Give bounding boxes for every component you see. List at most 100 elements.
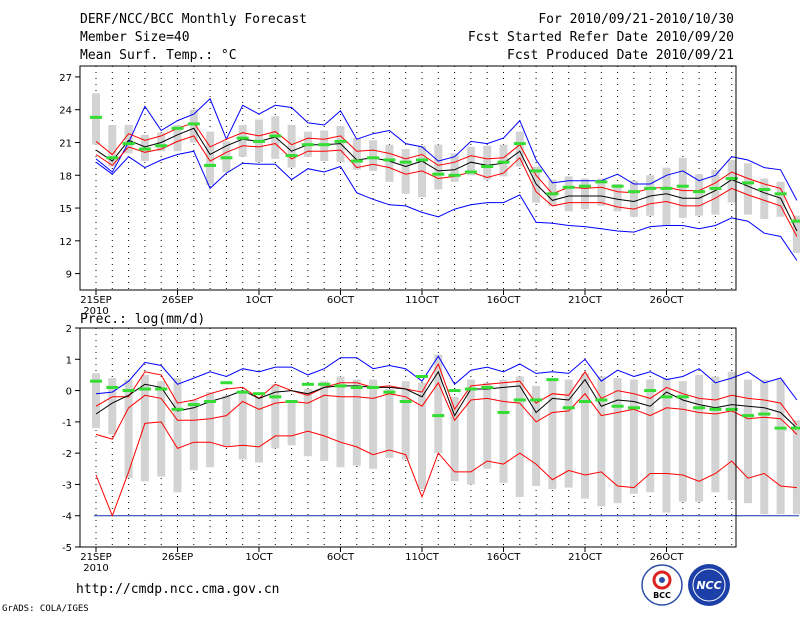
spread-bar (548, 379, 557, 490)
y-tick-label: 27 (59, 73, 72, 84)
spread-bar (678, 157, 687, 218)
spread-bar (597, 178, 606, 206)
plot-frame (79, 327, 737, 548)
x-tick-label: 21OCT (568, 552, 603, 563)
spread-bar (564, 176, 573, 212)
mark-observed (611, 184, 624, 188)
mark-observed (253, 392, 265, 396)
mark-observed (481, 165, 494, 169)
spread-bar (483, 382, 492, 469)
spread-bar (450, 396, 459, 482)
spread-bar (662, 167, 671, 226)
spread-bar (792, 420, 800, 515)
spread-bar (629, 379, 638, 494)
refer-date: Fcst Started Refer Date 2010/09/20 (467, 30, 734, 45)
series-mean (95, 127, 798, 232)
mark-observed (204, 400, 217, 404)
mark-observed (693, 406, 706, 410)
mark-observed (367, 156, 380, 160)
mark-observed (562, 185, 575, 189)
mark-observed (399, 400, 412, 404)
mark-observed (513, 142, 526, 146)
spread-bar (287, 403, 296, 446)
y-tick-label: 9 (66, 270, 72, 281)
spread-bar (401, 381, 410, 460)
mark-observed (204, 163, 217, 167)
mark-observed (742, 414, 754, 418)
spread-bar (597, 376, 606, 507)
spread-bar (776, 379, 785, 515)
website-url[interactable]: http://cmdp.ncc.cma.gov.cn (76, 582, 280, 597)
spread-bar (499, 144, 508, 177)
x-tick-label: 16OCT (487, 295, 522, 306)
mark-observed (627, 406, 640, 410)
spread-bar (352, 379, 361, 466)
spread-bar (255, 396, 263, 463)
spread-bar (92, 373, 100, 429)
x-tick-label: 21OCT (568, 295, 603, 306)
mark-observed (399, 160, 412, 164)
mark-observed (579, 400, 591, 404)
x-tick-label: 26OCT (650, 295, 685, 306)
y-tick-label: 2 (66, 324, 72, 335)
spread-bar (646, 175, 655, 216)
series-lower (95, 135, 798, 237)
spread-bar (466, 379, 475, 485)
spread-bar (760, 178, 769, 219)
x-tick-label: 11OCT (405, 552, 440, 563)
spread-bar (727, 159, 736, 203)
mark-observed (301, 143, 314, 147)
spread-bar (744, 163, 752, 215)
mark-observed (530, 398, 543, 402)
spread-bar (499, 379, 508, 483)
mark-observed (318, 143, 331, 147)
mark-observed (790, 219, 800, 223)
y-tick-label: -5 (62, 543, 72, 554)
mark-observed (432, 172, 445, 176)
mark-observed (481, 385, 494, 389)
mark-observed (220, 381, 233, 385)
mark-observed (579, 184, 591, 188)
spread-bar (613, 378, 622, 504)
mark-observed (269, 395, 282, 399)
mark-observed (171, 407, 184, 411)
spread-bar (760, 379, 769, 515)
mark-observed (709, 186, 722, 190)
spread-bar (352, 138, 361, 170)
spread-bar (695, 374, 704, 502)
spread-bar (662, 378, 671, 513)
precipitation-panel: -5 -4 -3 -2 -1 0 1 2 21SEP 26SEP 1OCT 6OCT 11OCT 16OC… (62, 324, 800, 574)
mark-observed (709, 407, 722, 411)
precip-title: Prec.: log(mm/d) (80, 312, 205, 327)
y-tick-label: 21 (59, 138, 72, 149)
mark-observed (432, 414, 445, 418)
spread-bar (206, 392, 215, 468)
spread-bar (189, 109, 198, 143)
mark-observed (171, 126, 184, 130)
mark-observed (497, 410, 510, 414)
mark-observed (676, 184, 689, 188)
mark-observed (595, 398, 608, 402)
x-tick-label: 16OCT (487, 552, 522, 563)
series-min (95, 421, 797, 518)
spread-bar (108, 378, 117, 435)
y-tick-label: 1 (66, 355, 72, 366)
mark-observed (546, 192, 559, 196)
mark-observed (285, 400, 298, 404)
mark-observed (530, 169, 543, 173)
spread-bar (124, 125, 133, 154)
series-max (95, 97, 798, 201)
spread-bar (727, 371, 736, 501)
x-year-label: 2010 (83, 563, 108, 574)
spread-bar (418, 382, 426, 490)
series-max (95, 355, 798, 401)
spread-bar (450, 153, 459, 182)
mark-observed (725, 407, 738, 411)
mark-observed (464, 170, 477, 174)
x-tick-label: 21SEP (80, 295, 111, 306)
mark-observed (383, 390, 396, 394)
spread-bar (581, 373, 589, 499)
spread-bar (238, 392, 247, 460)
spread-bar (206, 131, 215, 186)
grads-credit: GrADS: COLA/IGES (2, 604, 89, 614)
